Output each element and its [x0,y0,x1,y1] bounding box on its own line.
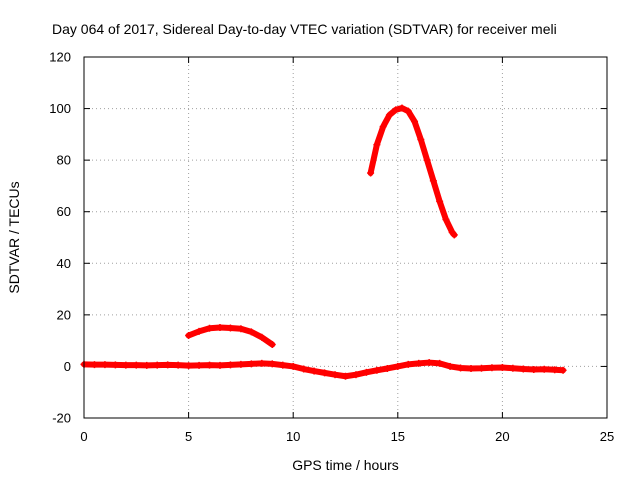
x-tick-label: 0 [80,429,87,444]
data-point [373,366,381,374]
x-tick-label: 5 [185,429,192,444]
data-point [226,324,234,332]
data-point [519,365,527,373]
data-point [289,362,297,370]
data-point [132,361,140,369]
data-point [216,323,224,331]
data-point [195,327,203,335]
data-point [226,361,234,369]
data-point [195,361,203,369]
data-point [153,361,161,369]
data-point [404,360,412,368]
data-point [216,361,224,369]
ticks: 0 5 10 15 20 25 -20 0 20 40 60 80 100 120 [49,50,614,445]
data-point [247,328,255,336]
data-point [310,367,318,375]
series-layer [80,104,567,380]
data-point [122,361,130,369]
chart-title: Day 064 of 2017, Sidereal Day-to-day VTE… [52,21,557,37]
data-point [442,215,450,223]
data-point [300,365,308,373]
data-point [398,104,406,112]
data-point [268,341,276,349]
x-tick-label: 10 [286,429,300,444]
data-point [385,111,393,119]
y-axis-label: SDTVAR / TECUs [6,181,22,293]
data-point [425,359,433,367]
plot-frame [83,56,608,419]
y-tick-label: 20 [57,307,71,322]
data-point [392,106,400,114]
x-tick-label: 15 [391,429,405,444]
data-point [185,331,193,339]
data-point [258,333,266,341]
data-point [174,361,182,369]
data-point [206,361,214,369]
data-point [367,169,375,177]
data-point [247,360,255,368]
data-point [417,136,425,144]
data-point [90,361,98,369]
data-point [436,197,444,205]
data-point [404,107,412,115]
data-point [111,361,119,369]
x-axis-label: GPS time / hours [292,457,399,473]
data-point [457,364,465,372]
data-point [467,364,475,372]
data-point [352,371,360,379]
data-point [101,361,109,369]
data-point [559,366,567,374]
data-point [509,364,517,372]
data-point [206,324,214,332]
grid [84,57,607,418]
data-point [394,362,402,370]
data-point [436,359,444,367]
data-point [423,156,431,164]
data-point [279,361,287,369]
data-point [331,371,339,379]
data-point [143,361,151,369]
data-point [446,362,454,370]
data-point [185,362,193,370]
data-point [477,364,485,372]
data-point [342,372,349,380]
x-tick-label: 25 [600,429,614,444]
data-point [237,360,245,368]
data-point [551,366,559,374]
data-point [450,231,458,239]
data-point [498,363,506,371]
data-point [530,366,538,374]
data-point [268,360,276,368]
data-point [411,117,419,125]
data-point [164,361,172,369]
data-point [540,365,548,373]
y-tick-label: -20 [52,411,71,426]
data-point [362,368,370,376]
data-point [383,364,391,372]
data-point [237,325,245,333]
y-tick-label: 80 [57,153,71,168]
data-point [488,364,496,372]
y-tick-label: 40 [57,256,71,271]
y-tick-label: 100 [49,101,71,116]
data-point [258,359,266,367]
data-point [415,359,423,367]
y-tick-label: 120 [49,50,71,65]
y-tick-label: 60 [57,204,71,219]
data-point [379,123,387,131]
data-point [321,369,329,377]
y-tick-label: 0 [64,359,71,374]
data-point [429,177,437,185]
x-tick-label: 20 [495,429,509,444]
data-point [373,141,381,149]
